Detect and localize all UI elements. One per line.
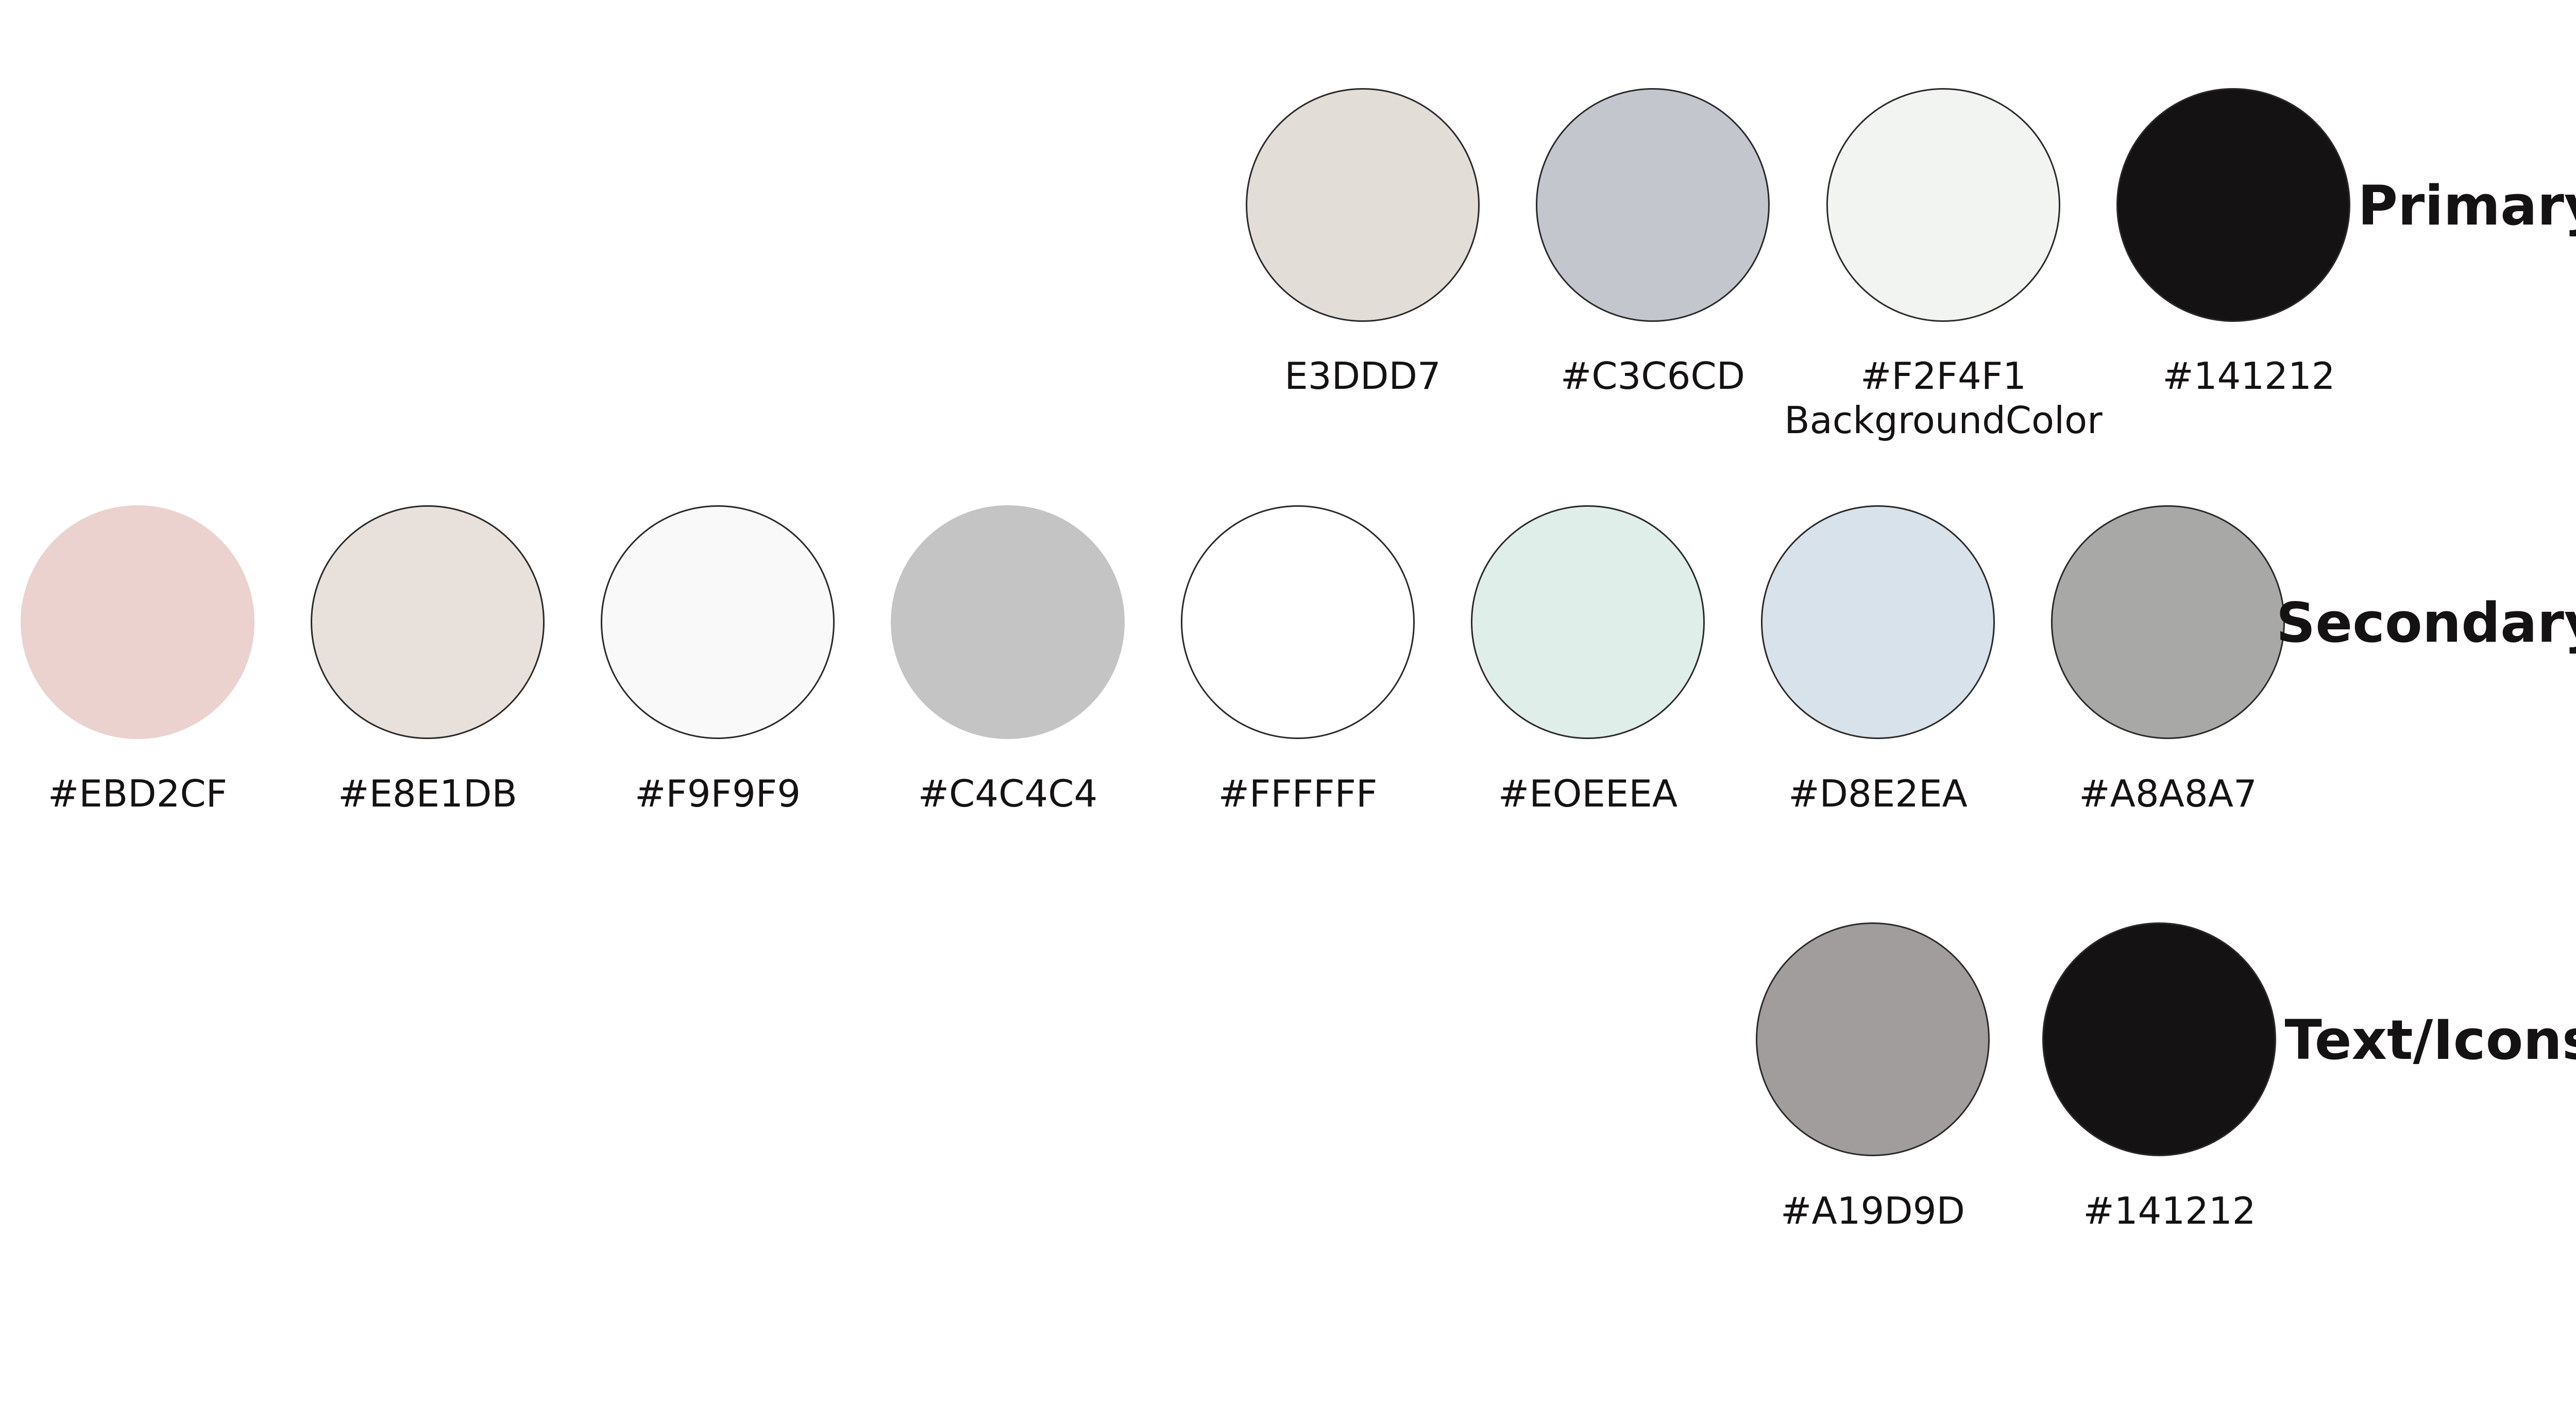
primary-swatch-2-label: #C3C6CD [1560,354,1745,398]
secondary-swatch-2 [311,505,545,739]
secondary-swatch-8-label: #A8A8A7 [2079,772,2257,815]
secondary-swatch-7-label: #D8E2EA [1788,772,1968,815]
text-icons-row-title: Text/Icons [2284,1008,2576,1072]
secondary-swatch-6 [1471,505,1705,739]
secondary-swatch-7 [1761,505,1995,739]
primary-swatch-2 [1536,88,1770,322]
text-icons-swatch-2 [2042,922,2276,1156]
primary-swatch-4-label: #141212 [2162,354,2335,398]
text-icons-swatch-1-label: #A19D9D [1781,1189,1965,1232]
primary-swatch-3 [1826,88,2060,322]
secondary-swatch-2-label: #E8E1DB [338,772,517,815]
secondary-swatch-8 [2051,505,2285,739]
primary-swatch-4 [2116,88,2350,322]
secondary-swatch-1 [21,505,255,739]
secondary-row-title: Secondary [2276,591,2576,655]
secondary-swatch-1-label: #EBD2CF [47,772,228,815]
secondary-swatch-6-label: #EOEEEA [1498,772,1678,815]
secondary-swatch-4 [891,505,1125,739]
primary-swatch-1 [1246,88,1480,322]
text-icons-swatch-1 [1756,922,1990,1156]
secondary-swatch-4-label: #C4C4C4 [918,772,1098,815]
secondary-swatch-5 [1181,505,1415,739]
secondary-swatch-5-label: #FFFFFF [1218,772,1378,815]
primary-swatch-3-label: #F2F4F1 [1860,354,2026,398]
secondary-swatch-3-label: #F9F9F9 [635,772,801,815]
primary-row-title: Primary [2358,174,2576,237]
secondary-swatch-3 [601,505,835,739]
primary-swatch-3-sublabel: BackgroundColor [1784,399,2103,442]
primary-swatch-1-label: E3DDD7 [1284,354,1441,398]
text-icons-swatch-2-label: #141212 [2083,1189,2256,1232]
